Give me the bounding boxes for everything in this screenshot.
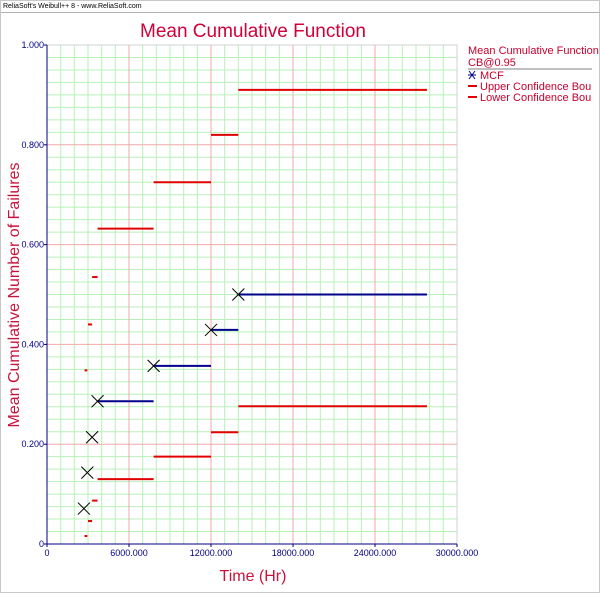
point-cross-b xyxy=(80,466,94,479)
point-cross-b xyxy=(147,359,160,373)
point-cross-b xyxy=(204,323,218,337)
y-tick-label: 0.400 xyxy=(21,339,44,349)
series-mcf xyxy=(77,288,427,515)
legend-label: Upper Confidence Bou xyxy=(480,81,591,93)
legend-label: MCF xyxy=(480,70,504,82)
x-tick-label: 30000.000 xyxy=(436,548,479,558)
point-cross-b xyxy=(85,430,99,444)
data-point xyxy=(91,394,104,408)
series xyxy=(77,88,427,538)
y-axis-title: Mean Cumulative Number of Failures xyxy=(6,163,23,428)
series-upper-confidence-bou xyxy=(84,88,427,372)
x-tick-label: 24000.000 xyxy=(354,548,397,558)
chart-title: Mean Cumulative Function xyxy=(140,21,366,42)
data-point xyxy=(204,323,218,337)
point-cross-b xyxy=(91,394,104,408)
x-axis-title: Time (Hr) xyxy=(220,568,287,585)
axes: 0 6000.000 12000.000 18000.000 24000.000 3000… xyxy=(21,40,478,558)
y-tick-label: 0.800 xyxy=(21,140,44,150)
y-tick-label: 1.000 xyxy=(21,40,44,50)
point-cross-b xyxy=(77,502,91,515)
legend-entry: Lower Confidence Bou xyxy=(468,92,591,104)
y-tick-label: 0.200 xyxy=(21,439,44,449)
data-point xyxy=(147,359,160,373)
series-lower-confidence-bou xyxy=(84,405,427,538)
y-tick-label: 0.600 xyxy=(21,240,44,250)
legend: Mean Cumulative Function CB@0.95 MCFUppe… xyxy=(468,45,599,104)
x-tick-label: 0 xyxy=(44,548,49,558)
x-tick-label: 12000.000 xyxy=(190,548,233,558)
data-point xyxy=(231,288,245,301)
x-tick-label: 18000.000 xyxy=(272,548,315,558)
x-tick-label: 6000.000 xyxy=(110,548,148,558)
legend-entry: MCF xyxy=(468,70,504,82)
legend-title: Mean Cumulative Function xyxy=(468,45,599,57)
legend-entry: Upper Confidence Bou xyxy=(468,81,591,93)
data-point xyxy=(80,466,94,479)
data-point xyxy=(85,430,99,444)
legend-swatch-cross xyxy=(468,70,476,80)
legend-subtitle: CB@0.95 xyxy=(468,57,516,69)
point-cross-b xyxy=(231,288,245,301)
y-tick-label: 0 xyxy=(39,539,44,549)
header-bar: ReliaSoft's Weibull++ 8 - www.ReliaSoft.… xyxy=(1,1,600,13)
data-point xyxy=(77,502,91,515)
legend-label: Lower Confidence Bou xyxy=(480,92,591,104)
